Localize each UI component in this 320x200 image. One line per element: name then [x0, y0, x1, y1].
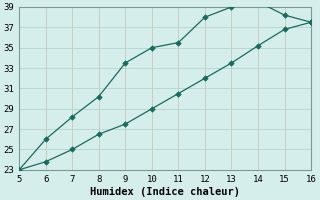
X-axis label: Humidex (Indice chaleur): Humidex (Indice chaleur): [90, 186, 240, 197]
